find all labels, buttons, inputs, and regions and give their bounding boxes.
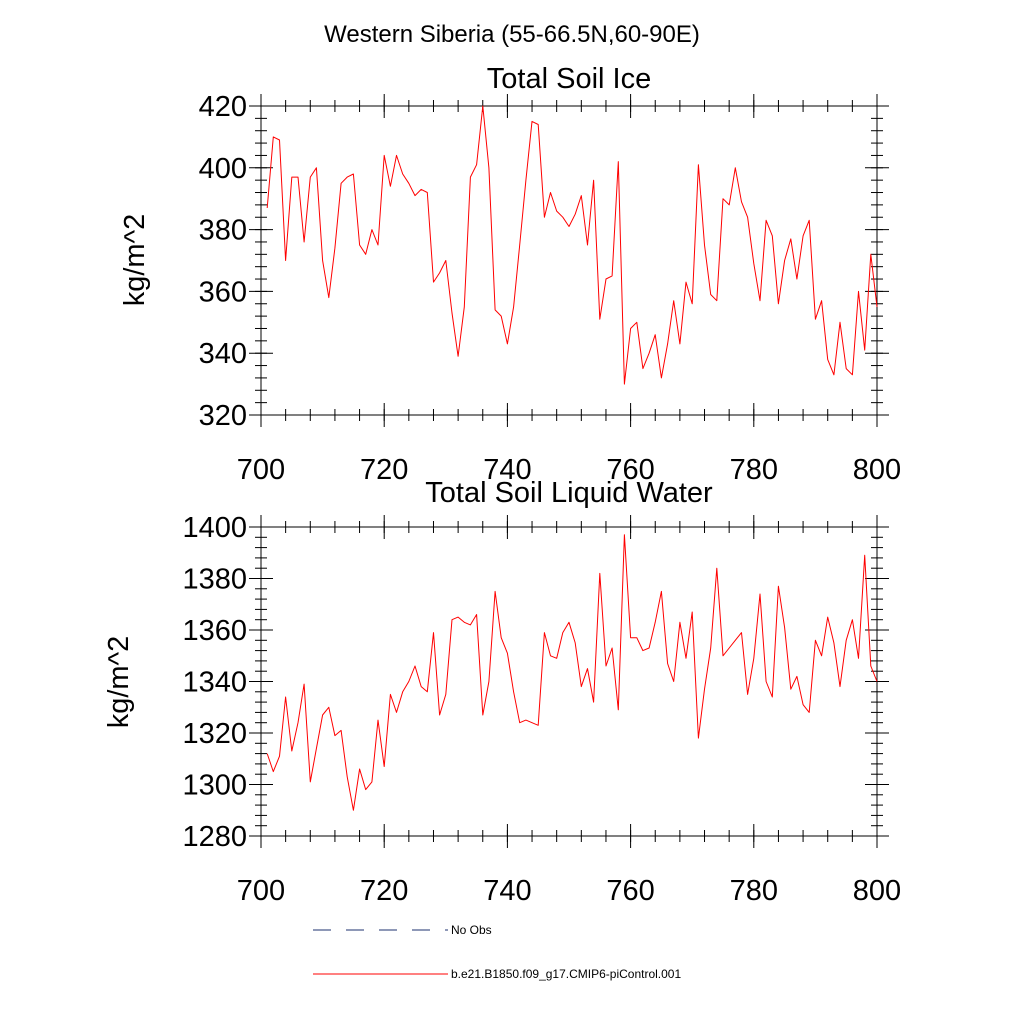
soil-ice-x-tick-label: 700 — [237, 454, 285, 486]
soil-ice-x-tick-label: 800 — [853, 454, 901, 486]
soil-ice-x-tick-label: 720 — [360, 454, 408, 486]
soil-liquid-water-x-tick-label: 720 — [360, 875, 408, 907]
soil-liquid-water-plot-frame — [260, 526, 878, 837]
soil-liquid-water-y-tick-label: 1300 — [182, 770, 247, 802]
legend: No Obs b.e21.B1850.f09_g17.CMIP6-piContr… — [313, 923, 681, 981]
soil-liquid-water-y-tick-label: 1280 — [182, 821, 247, 853]
panel-soil-ice-plot: 700 720 740 760 780 800 320 340 360 380 400 420 — [199, 91, 902, 486]
legend-no-obs-label: No Obs — [451, 923, 492, 937]
soil-ice-series-line — [266, 105, 878, 385]
soil-liquid-water-x-tick-label: 740 — [483, 875, 531, 907]
soil-ice-y-tick-label: 320 — [199, 400, 247, 432]
panel-soil-liquid-water-plot: 700 720 740 760 780 800 1280 1300 1320 1340 1360 13… — [182, 512, 901, 907]
soil-liquid-water-y-tick-label: 1340 — [182, 667, 247, 699]
soil-liquid-water-series-line — [266, 534, 878, 811]
soil-ice-plot-frame — [260, 105, 878, 416]
soil-liquid-water-y-tick-label: 1360 — [182, 615, 247, 647]
panel-soil-ice: Total Soil Ice kg/m^2 700 720 740 760 780 800… — [119, 63, 901, 486]
soil-liquid-water-y-tick-label: 1380 — [182, 564, 247, 596]
legend-model-label: b.e21.B1850.f09_g17.CMIP6-piControl.001 — [451, 967, 681, 981]
soil-liquid-water-x-tick-label: 700 — [237, 875, 285, 907]
soil-liquid-water-x-tick-label: 800 — [853, 875, 901, 907]
panel-soil-ice-ylabel: kg/m^2 — [119, 214, 151, 307]
panel-soil-ice-title: Total Soil Ice — [487, 63, 651, 95]
soil-ice-y-tick-label: 340 — [199, 338, 247, 370]
soil-liquid-water-x-tick-label: 780 — [730, 875, 778, 907]
soil-liquid-water-y-tick-label: 1320 — [182, 718, 247, 750]
soil-ice-y-tick-label: 400 — [199, 153, 247, 185]
soil-ice-y-tick-label: 360 — [199, 276, 247, 308]
soil-liquid-water-y-tick-label: 1400 — [182, 512, 247, 544]
soil-ice-y-tick-label: 380 — [199, 215, 247, 247]
soil-ice-x-tick-label: 780 — [730, 454, 778, 486]
soil-ice-x-tick-label: 760 — [606, 454, 654, 486]
soil-ice-y-tick-label: 420 — [199, 91, 247, 123]
panel-soil-liquid-water-ylabel: kg/m^2 — [103, 636, 135, 729]
panel-soil-liquid-water-title: Total Soil Liquid Water — [425, 477, 713, 509]
figure-suptitle: Western Siberia (55-66.5N,60-90E) — [324, 21, 700, 48]
panel-soil-liquid-water: Total Soil Liquid Water kg/m^2 700 720 740… — [103, 477, 901, 907]
soil-ice-x-tick-label: 740 — [483, 454, 531, 486]
soil-liquid-water-x-tick-label: 760 — [606, 875, 654, 907]
